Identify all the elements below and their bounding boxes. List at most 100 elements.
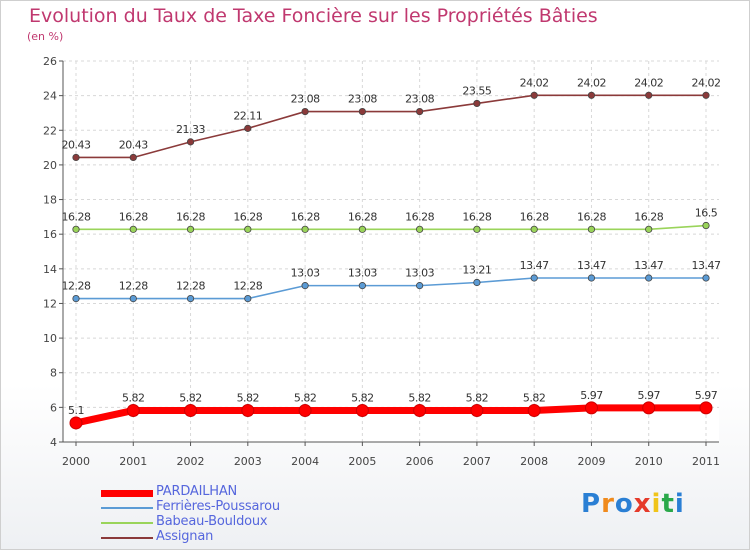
series-line-3	[75, 94, 707, 159]
data-label: 5.82	[237, 391, 260, 404]
x-tick-label: 2001	[119, 455, 147, 468]
data-label: 5.82	[351, 391, 374, 404]
data-point	[702, 221, 710, 230]
data-label: 24.02	[634, 76, 663, 89]
data-label: 24.02	[692, 76, 721, 89]
data-point	[129, 295, 137, 303]
data-label: 5.82	[294, 391, 317, 404]
x-tick-label: 2005	[348, 455, 376, 468]
data-point	[244, 124, 252, 132]
data-label: 5.97	[637, 389, 660, 402]
data-point	[587, 91, 596, 99]
data-label: 16.28	[348, 210, 377, 223]
data-point	[470, 403, 484, 417]
logo-letter: o	[614, 489, 634, 519]
data-point	[69, 416, 83, 430]
data-label: 13.21	[462, 263, 491, 276]
data-point	[473, 278, 481, 287]
x-tick-label: 2000	[62, 455, 90, 468]
y-tick-label: 16	[43, 228, 57, 241]
logo-letter: t	[661, 489, 675, 519]
data-label: 13.03	[348, 267, 377, 280]
data-point	[473, 99, 481, 108]
data-label: 5.97	[580, 389, 603, 402]
plot-area	[63, 61, 719, 442]
data-point	[186, 138, 195, 146]
data-label: 16.28	[405, 210, 434, 223]
data-point	[72, 295, 80, 303]
data-point	[587, 274, 596, 282]
data-point	[699, 401, 713, 415]
legend-label: Assignan	[156, 529, 214, 544]
x-tick-label: 2008	[520, 455, 548, 468]
y-tick-label: 8	[50, 367, 57, 380]
data-label: 16.28	[520, 210, 549, 223]
data-point	[527, 403, 541, 417]
data-point	[129, 225, 137, 233]
data-label: 16.28	[462, 210, 491, 223]
data-point	[416, 282, 424, 290]
y-tick-label: 14	[43, 263, 57, 276]
series-line-1	[75, 277, 707, 300]
data-label: 20.43	[119, 138, 148, 151]
logo-letter: r	[601, 489, 615, 519]
y-tick-label: 10	[43, 332, 57, 345]
data-point	[645, 91, 653, 99]
y-tick-label: 24	[43, 90, 57, 103]
data-point	[298, 403, 312, 417]
data-label: 5.82	[466, 391, 489, 404]
y-tick-label: 12	[43, 297, 57, 310]
data-label: 12.28	[233, 280, 262, 293]
data-point	[358, 225, 366, 233]
data-label: 16.28	[119, 210, 148, 223]
data-label: 13.03	[405, 267, 434, 280]
data-label: 16.28	[62, 210, 91, 223]
data-label: 5.97	[695, 389, 718, 402]
data-point	[530, 225, 538, 233]
y-tick-label: 22	[43, 124, 57, 137]
data-point	[355, 403, 369, 417]
data-label: 24.02	[577, 76, 606, 89]
data-point	[186, 225, 195, 233]
data-label: 23.08	[405, 93, 434, 106]
data-label: 5.82	[408, 391, 431, 404]
legend-label: Ferrières-Poussarou	[156, 499, 280, 514]
data-point	[301, 107, 309, 116]
data-point	[413, 403, 427, 417]
data-point	[244, 225, 252, 233]
logo-letter: P	[581, 489, 602, 519]
data-label: 23.08	[348, 93, 377, 106]
data-point	[473, 225, 481, 233]
legend-label: PARDAILHAN	[156, 484, 238, 499]
data-point	[358, 282, 366, 290]
proxiti-logo: Proxiti	[581, 489, 685, 519]
data-point	[126, 403, 140, 417]
legend-swatch	[101, 537, 153, 539]
data-label: 12.28	[176, 280, 205, 293]
data-point	[587, 225, 596, 233]
logo-letter: x	[633, 489, 652, 519]
y-tick-label: 20	[43, 159, 57, 172]
series-line-0	[72, 404, 710, 427]
x-tick-label: 2009	[577, 455, 605, 468]
data-point	[416, 107, 424, 116]
series-line-2	[75, 224, 707, 231]
legend-swatch	[101, 489, 153, 497]
data-point	[642, 401, 656, 415]
data-point	[186, 295, 195, 303]
data-label: 5.82	[523, 391, 546, 404]
data-point	[301, 282, 309, 290]
x-tick-label: 2010	[635, 455, 663, 468]
data-point	[645, 225, 653, 233]
data-label: 5.1	[68, 404, 84, 417]
data-label: 23.08	[291, 93, 320, 106]
data-point	[645, 274, 653, 282]
data-label: 13.47	[520, 259, 549, 272]
data-label: 5.82	[122, 391, 145, 404]
data-label: 16.5	[695, 207, 718, 220]
data-point	[72, 225, 80, 233]
y-tick-label: 6	[50, 401, 57, 414]
data-point	[416, 225, 424, 233]
